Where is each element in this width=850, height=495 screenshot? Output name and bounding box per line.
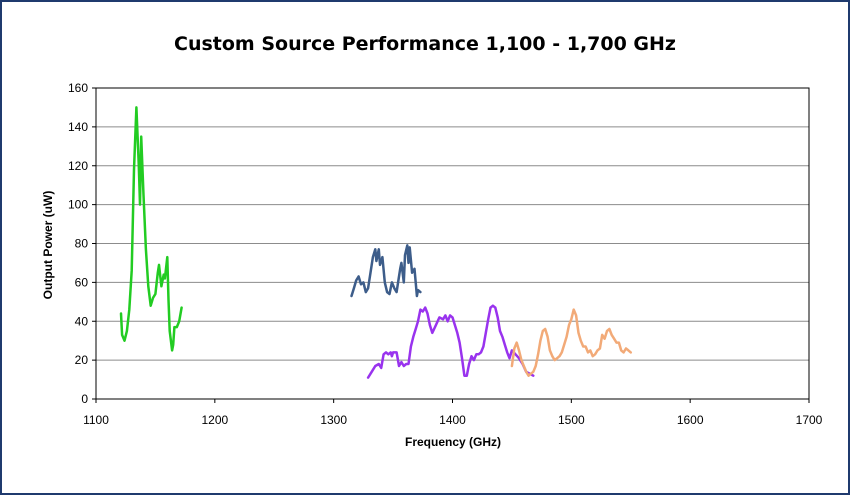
x-tick-label: 1500 — [558, 413, 585, 427]
y-axis-label: Output Power (uW) — [41, 191, 55, 300]
gridlines — [96, 87, 809, 361]
y-tick-label: 0 — [81, 392, 88, 406]
series-group — [119, 106, 633, 379]
y-tick-label: 80 — [75, 237, 89, 251]
x-tick-label: 1400 — [439, 413, 466, 427]
x-axis-label: Frequency (GHz) — [405, 435, 501, 449]
x-tick-label: 1300 — [320, 413, 347, 427]
x-tick-label: 1700 — [796, 413, 823, 427]
y-axis-ticks: 0 20 40 60 80 100 120 140 160 — [68, 81, 96, 406]
y-tick-label: 40 — [75, 314, 89, 328]
series-line-4 — [510, 308, 633, 377]
y-tick-label: 20 — [75, 353, 89, 367]
y-tick-label: 140 — [68, 120, 88, 134]
y-tick-label: 120 — [68, 159, 88, 173]
series-line-1 — [119, 106, 183, 352]
series-line-3 — [366, 304, 535, 379]
y-tick-label: 100 — [68, 198, 88, 212]
x-tick-label: 1200 — [201, 413, 228, 427]
series-line-2 — [350, 244, 422, 298]
y-tick-label: 60 — [75, 275, 89, 289]
chart-title: Custom Source Performance 1,100 - 1,700 … — [174, 33, 676, 55]
x-tick-label: 1100 — [83, 413, 109, 427]
y-tick-label: 160 — [68, 81, 88, 95]
x-axis-ticks: 1100 1200 1300 1400 1500 1600 1700 — [83, 399, 823, 427]
x-tick-label: 1600 — [677, 413, 704, 427]
